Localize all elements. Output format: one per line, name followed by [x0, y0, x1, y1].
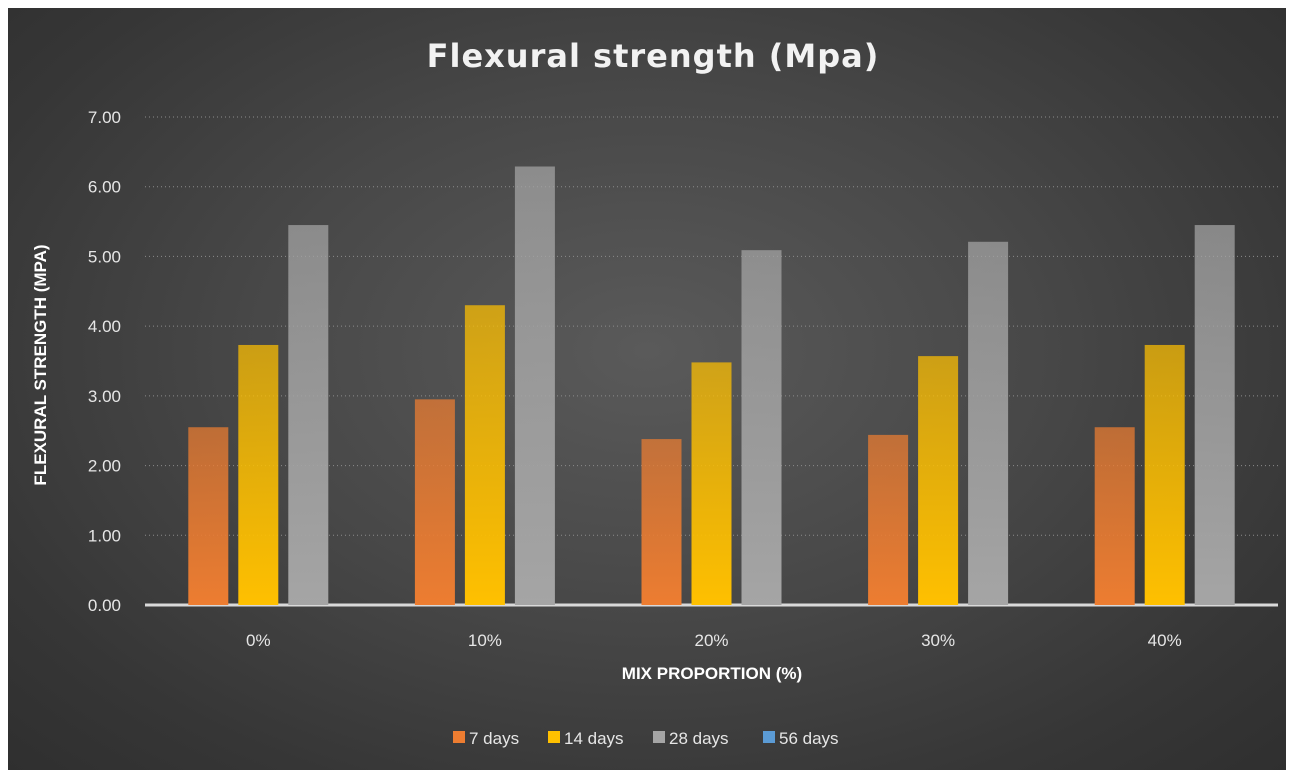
- bar-28-days-0pct: [288, 225, 329, 606]
- x-tick-label: 20%: [694, 631, 728, 650]
- y-axis-title: FLEXURAL STRENGTH (MPA): [31, 244, 50, 485]
- bar-7-days-40pct: [1094, 427, 1135, 605]
- bar-28-days-10pct: [514, 166, 555, 606]
- legend-item-28-days: 28 days: [653, 729, 729, 748]
- bar-7-days-30pct: [868, 434, 909, 605]
- chart-title: Flexural strength (Mpa): [427, 37, 880, 75]
- y-tick-label: 5.00: [88, 247, 121, 266]
- x-tick-label: 30%: [921, 631, 955, 650]
- legend-swatch: [453, 731, 465, 743]
- legend-label: 7 days: [469, 729, 519, 748]
- x-axis-title: MIX PROPORTION (%): [622, 664, 802, 683]
- legend-swatch: [653, 731, 665, 743]
- bar-28-days-30pct: [968, 241, 1009, 605]
- bar-chart: Flexural strength (Mpa) 0.00 1.00 2.00 3.00…: [31, 37, 1278, 748]
- legend-label: 56 days: [779, 729, 839, 748]
- legend-label: 14 days: [564, 729, 624, 748]
- bar-7-days-0pct: [188, 427, 229, 605]
- legend-swatch: [548, 731, 560, 743]
- bar-14-days-40pct: [1144, 344, 1185, 605]
- y-tick-label: 0.00: [88, 596, 121, 615]
- bar-14-days-20pct: [691, 362, 732, 605]
- legend-item-7-days: 7 days: [453, 729, 519, 748]
- y-tick-label: 3.00: [88, 387, 121, 406]
- y-tick-label: 6.00: [88, 178, 121, 197]
- legend: 7 days 14 days 28 days 56 days: [453, 729, 839, 748]
- x-axis-ticks: 0% 10% 20% 30% 40%: [246, 631, 1182, 650]
- y-tick-label: 1.00: [88, 526, 121, 545]
- y-tick-label: 2.00: [88, 457, 121, 476]
- bar-28-days-40pct: [1194, 225, 1235, 606]
- bar-7-days-10pct: [414, 399, 455, 605]
- bar-14-days-30pct: [918, 356, 959, 605]
- legend-label: 28 days: [669, 729, 729, 748]
- bar-14-days-0pct: [238, 344, 279, 605]
- x-tick-label: 40%: [1148, 631, 1182, 650]
- legend-swatch: [763, 731, 775, 743]
- bar-14-days-10pct: [464, 305, 505, 605]
- y-axis-ticks: 0.00 1.00 2.00 3.00 4.00 5.00 6.00 7.00: [88, 108, 121, 615]
- bar-28-days-20pct: [741, 250, 782, 605]
- bar-7-days-20pct: [641, 439, 682, 605]
- y-tick-label: 7.00: [88, 108, 121, 127]
- chart-area: Flexural strength (Mpa) 0.00 1.00 2.00 3.00…: [8, 8, 1286, 770]
- legend-item-56-days: 56 days: [763, 729, 839, 748]
- bars: [188, 166, 1235, 606]
- legend-item-14-days: 14 days: [548, 729, 624, 748]
- x-tick-label: 0%: [246, 631, 271, 650]
- y-tick-label: 4.00: [88, 317, 121, 336]
- x-tick-label: 10%: [468, 631, 502, 650]
